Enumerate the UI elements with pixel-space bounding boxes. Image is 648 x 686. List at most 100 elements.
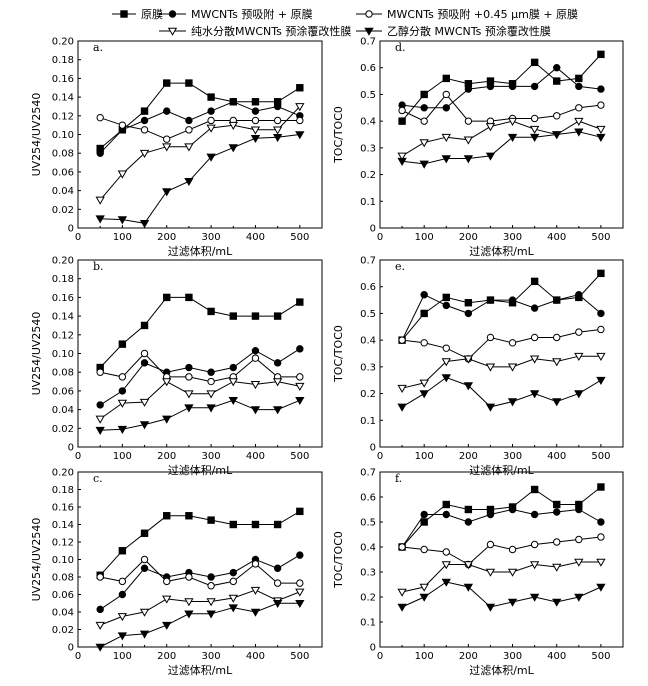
data-point (420, 104, 428, 112)
data-point (250, 406, 261, 415)
data-point (464, 518, 473, 526)
data-point (163, 135, 171, 143)
data-point (228, 121, 238, 130)
data-point (139, 398, 150, 407)
data-point (464, 309, 473, 318)
y-tick-label: 0.6 (360, 493, 376, 504)
legend-item: 乙醇分散 MWCNTs 预涂覆改性膜 (356, 24, 551, 38)
x-tick-label: 0 (377, 232, 383, 243)
data-point (118, 121, 127, 129)
x-tick-label: 100 (113, 232, 132, 243)
data-point (295, 131, 305, 140)
data-point (463, 136, 474, 145)
plot-frame (379, 40, 624, 229)
data-point (228, 594, 238, 603)
series (397, 374, 606, 412)
y-tick-label: 0.4 (360, 543, 376, 554)
series-line (402, 536, 601, 566)
y-tick-label: 0.02 (52, 625, 74, 636)
data-point (295, 588, 305, 597)
data-point (206, 124, 216, 133)
panel-label: a. (93, 41, 103, 54)
series (398, 291, 605, 344)
data-point (420, 291, 428, 299)
data-point (206, 390, 216, 399)
series-line (99, 510, 301, 576)
data-point (553, 77, 561, 85)
y-tick-label: 0.10 (52, 130, 74, 141)
data-point (420, 339, 428, 347)
data-point (507, 598, 518, 607)
data-point (96, 401, 104, 409)
data-point (398, 106, 406, 115)
data-point (140, 126, 149, 134)
y-tick-label: 0.14 (52, 93, 74, 104)
data-point (442, 510, 450, 519)
series-line (100, 117, 300, 140)
data-point (184, 610, 194, 619)
series-line (401, 376, 602, 408)
data-point (140, 321, 149, 330)
data-point (139, 149, 150, 159)
y-tick-label: 0.12 (52, 330, 74, 341)
y-axis-label: UV254/UV2540 (30, 93, 43, 177)
data-point (397, 588, 407, 597)
data-point (139, 630, 150, 639)
data-point (118, 577, 127, 586)
data-point (530, 510, 539, 519)
y-tick-label: 0.20 (52, 37, 74, 48)
data-point (95, 621, 105, 630)
data-point (397, 157, 407, 167)
data-point (574, 558, 584, 567)
series (96, 293, 304, 372)
data-point (508, 339, 517, 347)
series-line (401, 508, 602, 548)
y-tick-label: 0.4 (360, 117, 376, 128)
data-point (206, 404, 216, 413)
data-point (251, 354, 260, 362)
panel-label: e. (395, 260, 405, 273)
data-point (575, 535, 583, 544)
data-point (575, 505, 583, 514)
x-axis-label: 过滤体积/mL (469, 244, 534, 258)
data-point (162, 378, 172, 387)
data-point (273, 564, 282, 572)
x-tick-label: 400 (246, 232, 265, 243)
panel-label: f. (395, 472, 402, 485)
data-point (296, 345, 304, 353)
series (96, 507, 304, 579)
data-point (441, 155, 451, 164)
y-tick-label: 0 (68, 643, 74, 654)
series-line (100, 134, 300, 224)
y-tick-label: 0.2 (360, 389, 376, 400)
data-point (574, 352, 584, 361)
x-tick-label: 400 (246, 651, 265, 662)
data-point (507, 117, 518, 126)
series (95, 586, 305, 630)
chart-panel: e. 0 100 200 300 400 500 0 0.1 0.2 0.3 0.4 0.5 0.6 0.7… (332, 256, 624, 477)
panel-label: d. (395, 41, 406, 54)
data-point (273, 116, 282, 125)
y-tick-label: 0.5 (360, 90, 376, 101)
data-point (486, 296, 495, 304)
legend-item: 原膜 (112, 8, 163, 21)
y-tick-label: 0 (370, 443, 376, 454)
y-tick-label: 0.04 (52, 405, 74, 416)
data-point (508, 505, 517, 514)
data-point (251, 107, 260, 115)
y-tick-label: 0.14 (52, 520, 74, 531)
y-tick-label: 0.1 (360, 618, 376, 629)
data-point (507, 568, 518, 577)
series (96, 349, 304, 386)
data-point (296, 551, 304, 559)
data-point (207, 107, 215, 115)
data-point (118, 373, 127, 381)
data-point (184, 143, 194, 152)
data-point (485, 363, 496, 372)
chart-panel: a. 0 100 200 300 400 500 0 0.02 0.04 0.06 0.08 0.10 0… (30, 37, 323, 258)
series (398, 64, 605, 112)
series (397, 117, 606, 161)
y-tick-label: 0.04 (52, 608, 74, 619)
legend-marker (168, 10, 177, 18)
data-point (463, 583, 474, 592)
